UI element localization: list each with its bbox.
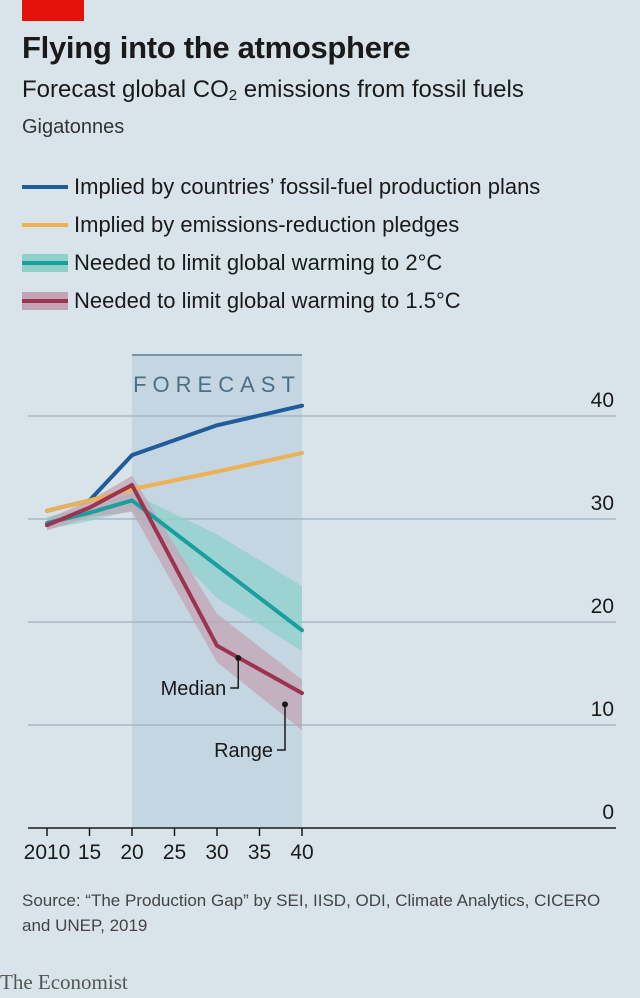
legend-swatch-two-degree	[22, 252, 68, 274]
x-tick-label-2010: 2010	[24, 841, 71, 864]
legend-item-pledges: Implied by emissions-reduction pledges	[22, 206, 540, 244]
brand-logo-text: The Economist	[0, 970, 128, 994]
legend-swatch-pledges	[22, 214, 68, 236]
x-tick-label-2030: 30	[205, 841, 228, 864]
range-leader-line	[277, 704, 286, 751]
legend-swatch-one-five-degree	[22, 290, 68, 312]
x-tick-label-2035: 35	[248, 841, 271, 864]
series-lines	[45, 403, 304, 696]
median-leader-line	[230, 658, 239, 689]
y-tick-label-30: 30	[591, 492, 614, 515]
legend-swatch-production	[22, 176, 68, 198]
legend-line-pledges	[22, 223, 68, 227]
x-tick-label-2025: 25	[163, 841, 186, 864]
forecast-label: FORECAST	[133, 372, 301, 397]
legend-item-production: Implied by countries’ fossil-fuel produc…	[22, 168, 540, 206]
median-annotation: Median	[161, 678, 227, 700]
subtitle-rest: emissions from fossil fuels	[237, 76, 524, 103]
subtitle-main: Forecast global CO	[22, 76, 229, 103]
x-tick-label-2020: 20	[120, 841, 143, 864]
series-line-one-five-degree	[45, 483, 304, 696]
legend-line-production	[22, 185, 68, 189]
y-tick-label-40: 40	[591, 389, 614, 412]
x-tick-label-2040: 40	[290, 841, 313, 864]
annotations: Median Range	[161, 655, 288, 762]
chart-legend: Implied by countries’ fossil-fuel produc…	[22, 168, 540, 320]
legend-item-one-five-degree: Needed to limit global warming to 1.5°C	[22, 282, 540, 320]
legend-label-pledges: Implied by emissions-reduction pledges	[74, 212, 460, 237]
chart-title: Flying into the atmosphere	[22, 30, 411, 65]
emissions-line-chart: FORECAST 0 10 20 30 40 2010 15 20 25 30 35 40 Media…	[24, 354, 616, 864]
axes: 0 10 20 30 40 2010 15 20 25 30 35 40	[24, 389, 616, 864]
source-note: Source: “The Production Gap” by SEI, IIS…	[22, 891, 601, 935]
x-tick-label-2015: 15	[78, 841, 101, 864]
legend-item-two-degree: Needed to limit global warming to 2°C	[22, 244, 540, 282]
brand-red-tag	[22, 0, 84, 21]
chart-unit-label: Gigatonnes	[22, 116, 125, 138]
y-tick-label-10: 10	[591, 698, 614, 721]
legend-label-two-degree: Needed to limit global warming to 2°C	[74, 250, 443, 275]
legend-line-one-five-degree	[22, 299, 68, 303]
subtitle-subscript: 2	[228, 87, 238, 104]
gridlines	[28, 415, 616, 726]
range-annotation: Range	[214, 740, 273, 762]
chart-subtitle: Forecast global CO2 emissions from fossi…	[22, 76, 524, 104]
legend-label-one-five-degree: Needed to limit global warming to 1.5°C	[74, 288, 461, 313]
legend-label-production: Implied by countries’ fossil-fuel produc…	[74, 174, 541, 199]
y-tick-label-0: 0	[602, 801, 614, 824]
series-line-two-degree	[45, 498, 304, 633]
legend-line-two-degree	[22, 261, 68, 265]
y-tick-label-20: 20	[591, 595, 614, 618]
